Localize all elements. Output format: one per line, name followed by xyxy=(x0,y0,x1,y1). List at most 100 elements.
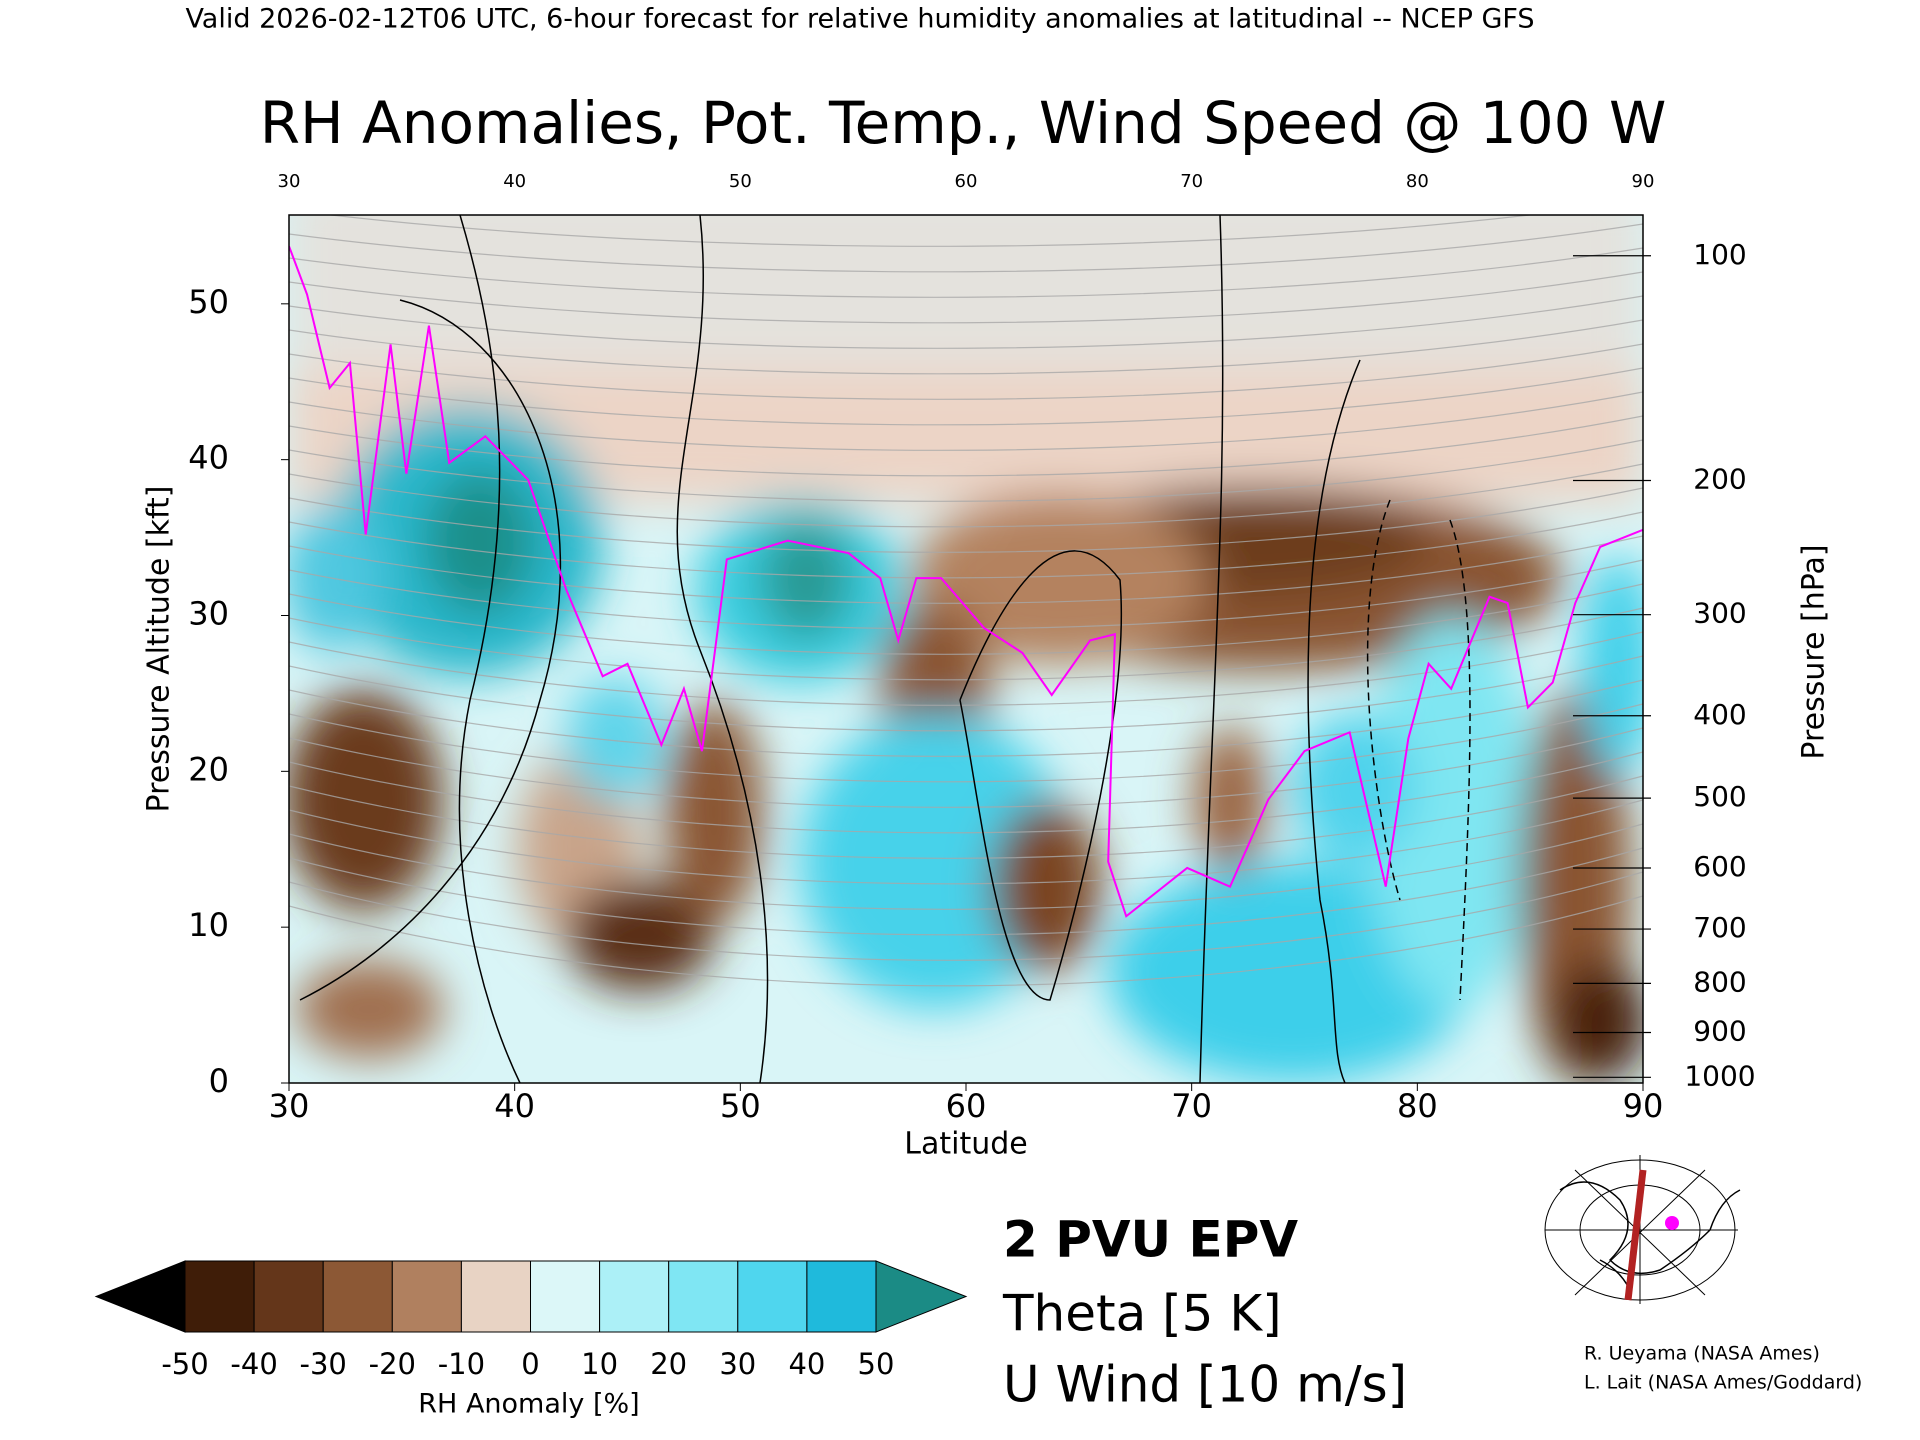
wind-contour xyxy=(676,215,769,1083)
colorbar-tick-label: 10 xyxy=(581,1347,618,1381)
wind-contour xyxy=(299,299,562,1001)
x-top-tick-label: 80 xyxy=(1406,171,1429,192)
colorbar-tick-label: 0 xyxy=(521,1347,539,1381)
legend-pv: 2 PVU EPV xyxy=(1003,1211,1298,1269)
colorbar-segment xyxy=(322,1260,393,1333)
epv-line xyxy=(289,245,1643,918)
y2-tick-label: 1000 xyxy=(1684,1059,1755,1092)
field-blob xyxy=(1581,553,1643,776)
colorbar-segment xyxy=(184,1260,255,1333)
x-top-tick-label: 70 xyxy=(1180,171,1203,192)
theta-contour xyxy=(289,511,1643,579)
theta-contour xyxy=(289,799,1643,885)
colorbar-segment xyxy=(253,1260,324,1333)
colorbar-tick-label: 40 xyxy=(788,1347,825,1381)
field-blob xyxy=(664,701,764,924)
theta-contour xyxy=(289,391,1643,451)
theta-contour xyxy=(289,583,1643,655)
theta-contour xyxy=(289,679,1643,757)
y2-tick-label: 400 xyxy=(1693,698,1746,731)
colorbar-label: RH Anomaly [%] xyxy=(418,1389,639,1420)
x-tick-label: 80 xyxy=(1397,1087,1438,1125)
legend-theta: Theta [5 K] xyxy=(1002,1285,1282,1343)
field-blob xyxy=(1550,960,1643,1083)
credit: L. Lait (NASA Ames/Goddard) xyxy=(1584,1372,1862,1394)
field-blob xyxy=(759,516,853,640)
y2-axis-label: Pressure [hPa] xyxy=(1797,544,1832,759)
colorbar-tick-label: -10 xyxy=(438,1347,485,1381)
theta-contour xyxy=(289,703,1643,783)
theta-contour xyxy=(289,463,1643,528)
y-tick-label: 30 xyxy=(188,594,229,632)
theta-contour xyxy=(289,343,1643,400)
x-tick-label: 40 xyxy=(494,1087,535,1125)
legend-wind: U Wind [10 m/s] xyxy=(1003,1356,1407,1414)
theta-contour xyxy=(289,487,1643,553)
x-tick-label: 60 xyxy=(946,1087,987,1125)
colorbar-tick-label: 20 xyxy=(650,1347,687,1381)
field-blob xyxy=(295,960,444,1059)
y2-tick-label: 200 xyxy=(1693,463,1746,496)
wind-contour xyxy=(458,215,521,1083)
x-top-tick-label: 60 xyxy=(955,171,978,192)
theta-contour xyxy=(289,295,1643,349)
theta-contour xyxy=(289,367,1643,426)
field-blob xyxy=(1366,615,1539,1010)
wind-contour xyxy=(1307,359,1361,1083)
credit: R. Ueyama (NASA Ames) xyxy=(1584,1343,1820,1365)
colorbar-segment xyxy=(460,1260,531,1333)
locator-map xyxy=(1542,1153,1741,1304)
rh-field xyxy=(289,215,1643,1083)
x-top-tick-label: 90 xyxy=(1632,171,1655,192)
header: Valid 2026-02-12T06 UTC, 6-hour forecast… xyxy=(185,4,1534,35)
theta-contour xyxy=(289,631,1643,706)
field-blob xyxy=(566,880,714,991)
y2-tick-label: 900 xyxy=(1693,1014,1746,1047)
theta-contour xyxy=(325,215,1535,247)
colorbar-tick-label: 50 xyxy=(858,1347,895,1381)
x-tick-label: 30 xyxy=(269,1087,310,1125)
theta-contour xyxy=(289,871,1643,961)
theta-contour xyxy=(289,847,1643,936)
theta-contour xyxy=(289,439,1643,502)
colorbar-tick-label: -50 xyxy=(161,1347,208,1381)
field-blob xyxy=(990,800,1102,973)
y-tick-label: 40 xyxy=(188,439,229,477)
wind-contour xyxy=(1199,215,1224,1083)
x-tick-label: 90 xyxy=(1623,1087,1664,1125)
y2-tick-label: 300 xyxy=(1693,597,1746,630)
colorbar-segment xyxy=(530,1260,601,1333)
y-axis-label: Pressure Altitude [kft] xyxy=(142,486,177,813)
theta-contour xyxy=(289,751,1643,834)
colorbar-over xyxy=(875,1260,968,1333)
colorbar-tick-label: 30 xyxy=(719,1347,756,1381)
colorbar-tick-label: -30 xyxy=(300,1347,347,1381)
colorbar-tick-label: -20 xyxy=(369,1347,416,1381)
colorbar-segment xyxy=(599,1260,670,1333)
field-blob xyxy=(566,676,665,800)
x-top-tick-label: 40 xyxy=(503,171,526,192)
x-tick-label: 70 xyxy=(1171,1087,1212,1125)
plot-overlay: 3030404050506060707080809090010203040501… xyxy=(188,171,1755,1125)
theta-contour xyxy=(289,415,1643,477)
theta-contour xyxy=(289,535,1643,604)
colorbar-under xyxy=(94,1260,186,1333)
wind-contour xyxy=(959,550,1123,1001)
y2-tick-label: 100 xyxy=(1693,238,1746,271)
theta-contour xyxy=(289,319,1643,375)
colorbar-segment xyxy=(806,1260,877,1333)
theta-contour xyxy=(289,607,1643,681)
y2-tick-label: 700 xyxy=(1693,911,1746,944)
y2-tick-label: 600 xyxy=(1693,850,1746,883)
field-blob xyxy=(1292,713,1416,862)
y-tick-label: 20 xyxy=(188,750,229,788)
field-blob xyxy=(910,492,1207,665)
theta-contour xyxy=(289,271,1643,324)
theta-contour xyxy=(289,823,1643,910)
wind-contour-negative xyxy=(1366,499,1471,1001)
y-tick-label: 0 xyxy=(209,1062,229,1100)
colorbar-segment xyxy=(391,1260,462,1333)
theta-contour xyxy=(289,559,1643,630)
theta-contour xyxy=(289,895,1643,987)
